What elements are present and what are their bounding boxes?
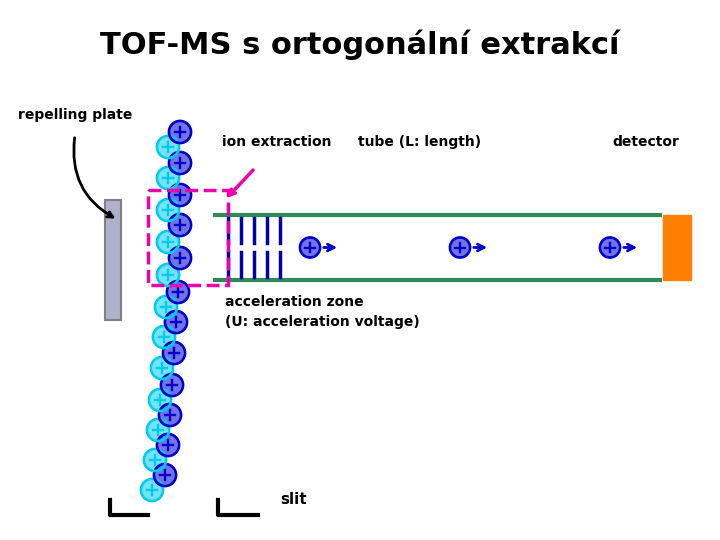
Circle shape [166, 312, 186, 332]
Circle shape [156, 465, 175, 485]
Text: repelling plate: repelling plate [18, 108, 132, 122]
Text: TOF-MS s ortogonální extrakcí: TOF-MS s ortogonální extrakcí [100, 30, 620, 60]
Circle shape [451, 239, 469, 256]
Circle shape [158, 435, 178, 455]
Circle shape [171, 185, 189, 205]
Circle shape [168, 282, 188, 302]
Circle shape [153, 359, 171, 377]
Circle shape [171, 153, 189, 173]
Text: ion extraction: ion extraction [222, 135, 331, 149]
Text: (U: acceleration voltage): (U: acceleration voltage) [225, 315, 420, 329]
Circle shape [154, 327, 174, 347]
Bar [663, 215, 691, 280]
Circle shape [158, 137, 178, 157]
Circle shape [143, 480, 162, 500]
Text: acceleration zone: acceleration zone [225, 295, 364, 309]
Circle shape [301, 239, 319, 256]
Circle shape [171, 248, 189, 268]
Circle shape [158, 168, 178, 188]
Text: detector: detector [612, 135, 679, 149]
Circle shape [601, 239, 618, 256]
Circle shape [161, 406, 180, 424]
Bar [105, 200, 121, 320]
Text: tube (L: length): tube (L: length) [358, 135, 481, 149]
Text: slit: slit [280, 492, 307, 508]
Circle shape [164, 343, 184, 363]
Circle shape [158, 265, 178, 285]
Circle shape [171, 123, 189, 141]
Circle shape [145, 450, 165, 470]
Circle shape [148, 420, 168, 440]
Circle shape [156, 298, 176, 316]
Circle shape [150, 390, 170, 410]
Circle shape [171, 215, 189, 235]
Circle shape [162, 375, 181, 395]
Circle shape [158, 232, 178, 252]
Circle shape [158, 200, 178, 220]
Bar [148, 190, 228, 285]
